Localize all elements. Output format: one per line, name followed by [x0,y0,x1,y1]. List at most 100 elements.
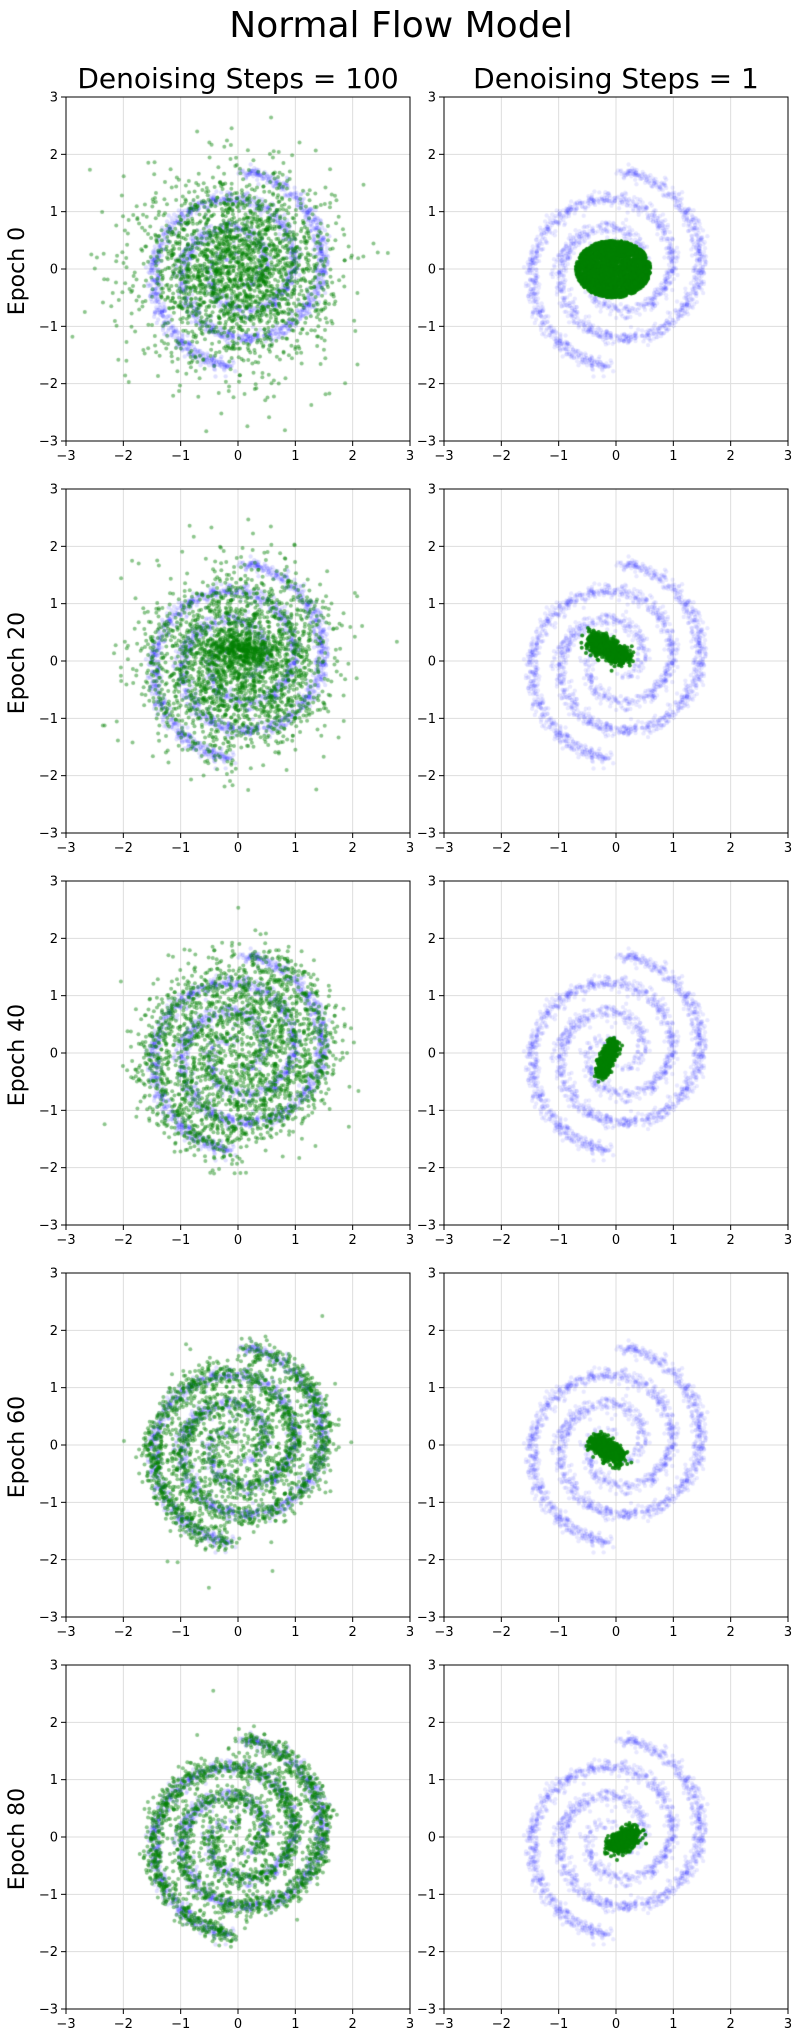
y-tick-label: −2 [39,1161,58,1176]
x-tick-label: −3 [56,1233,75,1248]
y-tick-label: 3 [428,1659,436,1674]
scatter-plot: −3 −2 −1 0 1 2 3 −3 −2 −1 0 1 2 3 [39,1267,414,1641]
y-tick-label: −2 [39,1945,58,1960]
x-tick-label: −3 [434,1625,453,1640]
y-tick-label: −3 [417,1219,436,1234]
scatter-plot: −3 −2 −1 0 1 2 3 −3 −2 −1 0 1 2 3 [39,1659,414,2033]
scatter-points [444,881,788,1225]
x-tick-label: 2 [727,449,735,464]
x-tick-label: −3 [56,841,75,856]
x-tick-label: 1 [669,2017,677,2032]
x-tick-label: 3 [406,1625,414,1640]
panel-r0-c0: −3 −2 −1 0 1 2 3 −3 −2 −1 0 1 2 3 [39,91,414,465]
panel-r2-c0: −3 −2 −1 0 1 2 3 −3 −2 −1 0 1 2 3 [39,875,414,1249]
x-tick-label: 1 [669,1625,677,1640]
panel-r3-c1: −3 −2 −1 0 1 2 3 −3 −2 −1 0 1 2 3 [417,1267,792,1641]
y-tick-label: 0 [50,263,58,278]
y-tick-label: 1 [428,205,436,220]
y-tick-label: −3 [417,1611,436,1626]
scatter-plot: −3 −2 −1 0 1 2 3 −3 −2 −1 0 1 2 3 [39,91,414,465]
points-layer [66,97,410,441]
x-tick-label: −3 [434,449,453,464]
y-tick-label: −2 [417,1945,436,1960]
y-tick-label: 0 [428,1831,436,1846]
scatter-points [444,1273,788,1617]
y-tick-label: −3 [39,435,58,450]
x-tick-label: −3 [434,2017,453,2032]
scatter-points [444,1665,788,2009]
x-tick-label: 0 [612,1625,620,1640]
x-tick-label: −1 [549,1233,568,1248]
x-tick-label: 2 [349,2017,357,2032]
scatter-points [66,881,410,1225]
row-label-epoch-0: Epoch 0 [5,226,30,316]
x-tick-label: 2 [349,841,357,856]
y-tick-label: 1 [50,205,58,220]
y-tick-label: 2 [428,932,436,947]
row-label-epoch-40: Epoch 40 [5,1003,30,1107]
panel-r4-c0: −3 −2 −1 0 1 2 3 −3 −2 −1 0 1 2 3 [39,1659,414,2033]
scatter-points [66,97,410,441]
y-tick-label: 1 [50,1773,58,1788]
y-tick-label: 3 [50,1267,58,1282]
y-tick-label: 1 [50,597,58,612]
x-tick-label: −2 [114,449,133,464]
row-label-epoch-20: Epoch 20 [5,611,30,715]
x-tick-label: 0 [612,841,620,856]
y-tick-label: 2 [50,932,58,947]
scatter-points [444,489,788,833]
y-tick-label: 2 [50,148,58,163]
row-label-epoch-60: Epoch 60 [5,1395,30,1499]
points-layer [66,881,410,1225]
x-tick-label: 3 [784,449,792,464]
column-title-steps-100: Denoising Steps = 100 [77,62,399,95]
points-layer [444,881,788,1225]
x-tick-label: −1 [171,1625,190,1640]
points-layer [66,1273,410,1617]
y-tick-label: 1 [428,1773,436,1788]
y-tick-label: 0 [428,1439,436,1454]
y-tick-label: 0 [428,263,436,278]
x-tick-label: 0 [612,2017,620,2032]
y-tick-label: −1 [39,712,58,727]
x-tick-label: 2 [727,1625,735,1640]
x-tick-label: −3 [56,2017,75,2032]
y-tick-label: 3 [428,875,436,890]
x-tick-label: 2 [349,1625,357,1640]
y-tick-label: −2 [39,1553,58,1568]
y-tick-label: −3 [39,1611,58,1626]
scatter-plot: −3 −2 −1 0 1 2 3 −3 −2 −1 0 1 2 3 [417,91,792,465]
y-tick-label: 1 [428,989,436,1004]
y-tick-label: −2 [417,1161,436,1176]
y-tick-label: 2 [50,1324,58,1339]
x-tick-label: 2 [349,1233,357,1248]
points-layer [66,489,410,833]
scatter-points [66,1665,410,2009]
panel-r4-c1: −3 −2 −1 0 1 2 3 −3 −2 −1 0 1 2 3 [417,1659,792,2033]
x-tick-label: −3 [56,1625,75,1640]
x-tick-label: 2 [349,449,357,464]
x-tick-label: −1 [549,449,568,464]
x-tick-label: 1 [291,449,299,464]
x-tick-label: 1 [669,449,677,464]
x-tick-label: 1 [291,2017,299,2032]
x-tick-label: 1 [291,841,299,856]
y-tick-label: 2 [428,148,436,163]
x-tick-label: −2 [492,1233,511,1248]
y-tick-label: −2 [39,769,58,784]
x-tick-label: −1 [171,841,190,856]
y-tick-label: −1 [417,712,436,727]
y-tick-label: 0 [428,1047,436,1062]
x-tick-label: −2 [492,841,511,856]
y-tick-label: 2 [428,1716,436,1731]
y-tick-label: −2 [417,1553,436,1568]
x-tick-label: −1 [171,449,190,464]
y-tick-label: −1 [39,1888,58,1903]
x-tick-label: −2 [114,1625,133,1640]
points-layer [66,1665,410,2009]
x-tick-label: 0 [234,449,242,464]
points-layer [444,489,788,833]
x-tick-label: 1 [291,1625,299,1640]
scatter-points [66,489,410,833]
scatter-points [444,97,788,441]
